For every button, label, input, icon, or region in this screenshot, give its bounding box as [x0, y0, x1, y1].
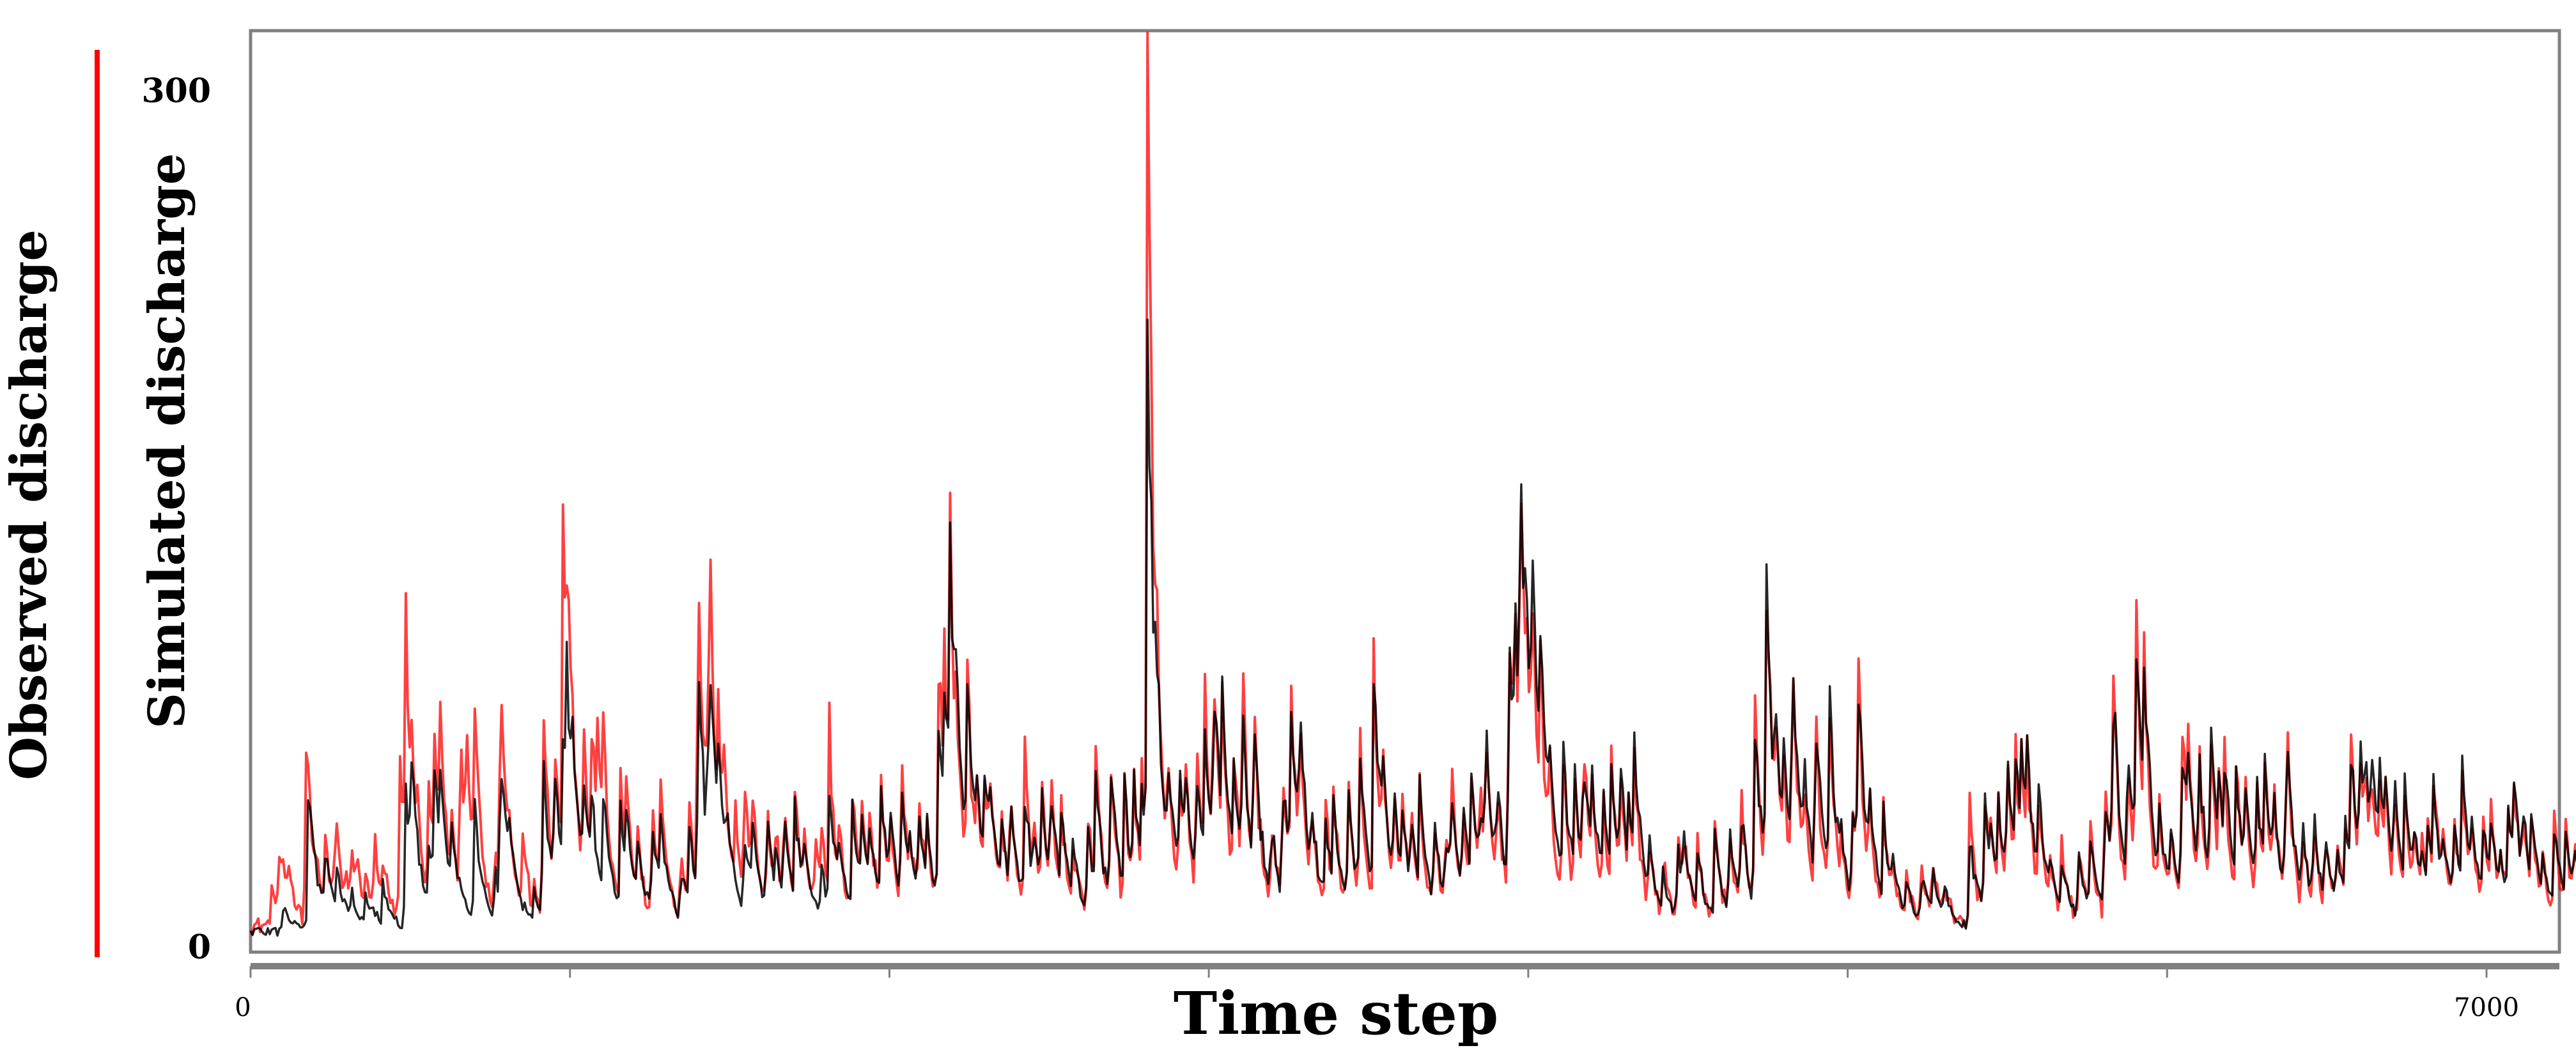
x-axis-ticks — [249, 966, 2488, 978]
y-label-observed: Observed discharge — [0, 229, 58, 780]
y-tick-label-300: 300 — [141, 72, 211, 111]
x-axis-title: Time step — [1174, 979, 1498, 1048]
series-layer — [249, 31, 2576, 937]
x-tick-label-0: 0 — [235, 993, 251, 1022]
x-tick-label-7000: 7000 — [2454, 993, 2519, 1022]
y-tick-label-0: 0 — [188, 928, 211, 967]
plot-area — [249, 29, 2561, 954]
series-line-simulated — [249, 318, 2576, 937]
y-label-simulated: Simulated discharge — [138, 153, 196, 729]
